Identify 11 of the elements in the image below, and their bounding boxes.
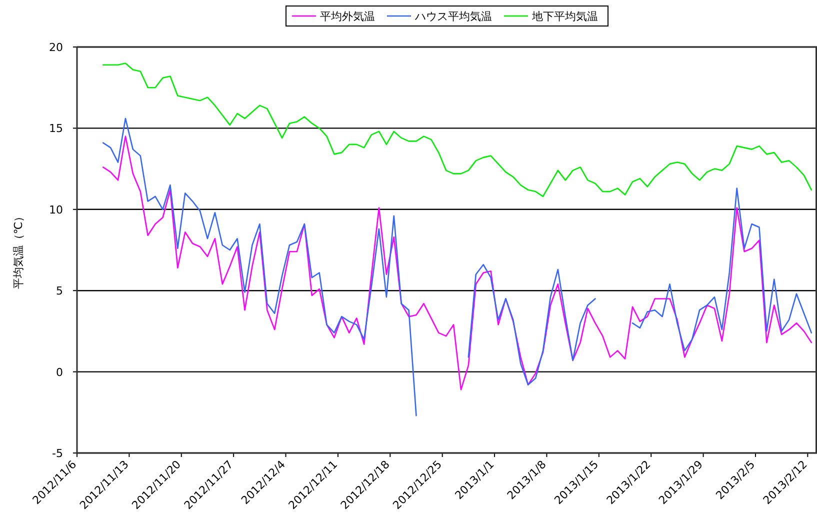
y-tick-label: 15 bbox=[49, 122, 63, 136]
y-tick-label: 0 bbox=[56, 366, 63, 379]
y-tick-label: 20 bbox=[49, 41, 63, 54]
legend-label: ハウス平均気温 bbox=[414, 10, 492, 23]
legend-label: 地下平均気温 bbox=[531, 10, 598, 23]
y-tick-label: 5 bbox=[56, 284, 63, 298]
y-tick-label: 10 bbox=[49, 203, 63, 216]
y-tick-label: -5 bbox=[52, 447, 63, 460]
legend-label: 平均外気温 bbox=[320, 10, 375, 23]
y-axis-title: 平均気温（℃） bbox=[12, 210, 25, 290]
line-series bbox=[102, 62, 812, 198]
